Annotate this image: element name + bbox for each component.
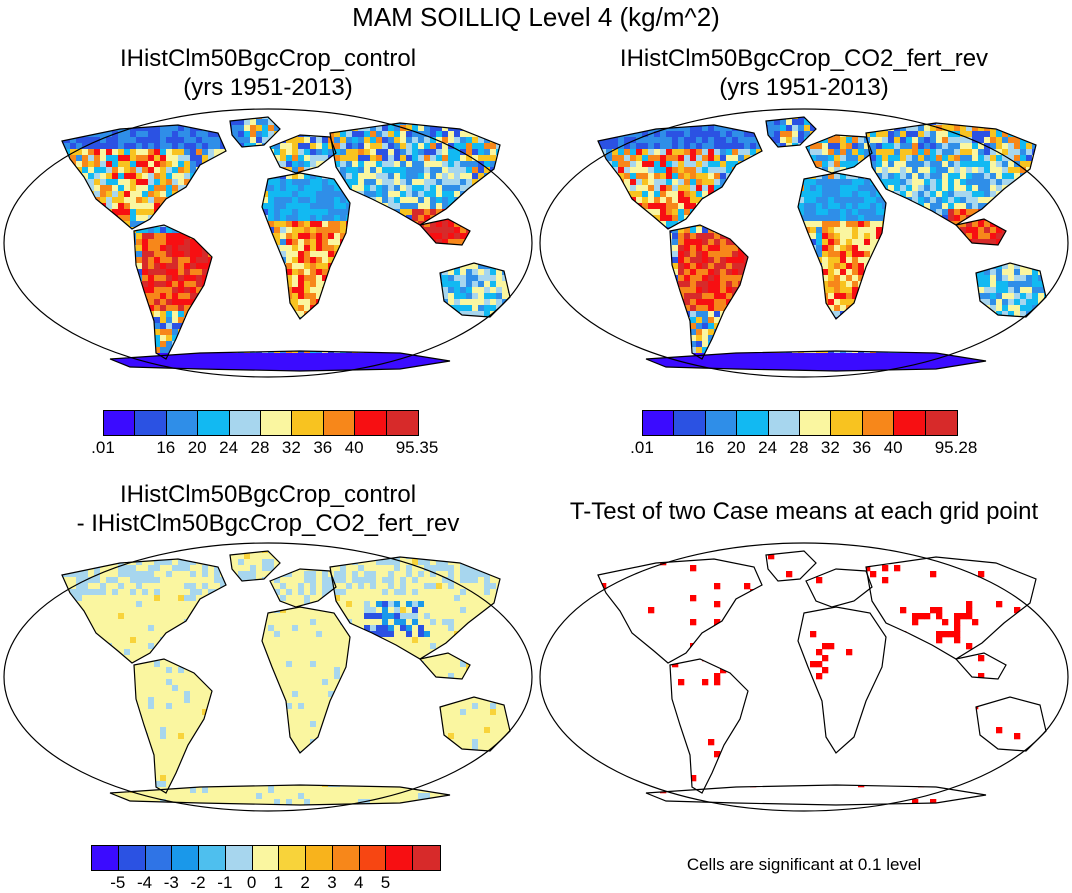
- colorbar-swatch: [226, 846, 253, 870]
- panel-2-title-line1: IHistClm50BgcCrop_CO2_fert_rev: [536, 44, 1072, 73]
- colorbar-swatch: [146, 846, 173, 870]
- panel-4-title: T-Test of two Case means at each grid po…: [536, 497, 1072, 526]
- colorbar-tick-label: 28: [251, 438, 270, 458]
- colorbar-swatch: [926, 411, 957, 435]
- colorbar-tick-label: 24: [758, 438, 777, 458]
- colorbar-swatch: [831, 411, 862, 435]
- colorbar-control: [103, 410, 419, 436]
- colorbar-swatch: [253, 846, 280, 870]
- colorbar-tick-label: 40: [884, 438, 903, 458]
- colorbar-swatch: [800, 411, 831, 435]
- colorbar-tick-label: 95.28: [935, 438, 978, 458]
- coastline-australia: [976, 697, 1046, 751]
- colorbar-swatch: [306, 846, 333, 870]
- colorbar-tick-label: .01: [91, 438, 115, 458]
- colorbar-co2-fert-rev: [642, 410, 958, 436]
- panel-1-title-line1: IHistClm50BgcCrop_control: [0, 44, 536, 73]
- colorbar-swatch: [279, 846, 306, 870]
- colorbar-tick-label: 32: [821, 438, 840, 458]
- colorbar-tick-label: 16: [156, 438, 175, 458]
- colorbar-tick-label: -5: [110, 873, 125, 893]
- colorbar-swatch: [92, 846, 119, 870]
- panel-4-title-line1: T-Test of two Case means at each grid po…: [536, 497, 1072, 526]
- colorbar-tick-label: 4: [354, 873, 363, 893]
- colorbar-tick-label: 1: [274, 873, 283, 893]
- colorbar-tick-label: 95.35: [396, 438, 439, 458]
- panel-3-title-line2: - IHistClm50BgcCrop_CO2_fert_rev: [0, 509, 536, 538]
- colorbar-swatch: [198, 411, 229, 435]
- colorbar-tick-label: -3: [164, 873, 179, 893]
- colorbar-swatch: [324, 411, 355, 435]
- colorbar-swatch: [333, 846, 360, 870]
- colorbar-tick-label: 40: [345, 438, 364, 458]
- colorbar-tick-label: 28: [790, 438, 809, 458]
- colorbar-tick-label: 24: [219, 438, 238, 458]
- colorbar-swatch: [355, 411, 386, 435]
- colorbar-tick-label: 0: [247, 873, 256, 893]
- coastline-asia: [866, 557, 1036, 659]
- colorbar-swatch: [706, 411, 737, 435]
- colorbar-swatch: [230, 411, 261, 435]
- colorbar-swatch: [360, 846, 387, 870]
- colorbar-swatch: [387, 411, 418, 435]
- significance-note: Cells are significant at 0.1 level: [536, 855, 1072, 875]
- colorbar-swatch: [292, 411, 323, 435]
- colorbar-tick-label: 20: [727, 438, 746, 458]
- colorbar-swatch: [643, 411, 674, 435]
- panel-3-title-line1: IHistClm50BgcCrop_control: [0, 480, 536, 509]
- colorbar-tick-label: -1: [217, 873, 232, 893]
- colorbar-swatch: [135, 411, 166, 435]
- colorbar-swatch: [737, 411, 768, 435]
- colorbar-tick-label: -4: [137, 873, 152, 893]
- colorbar-tick-label: 36: [852, 438, 871, 458]
- colorbar-swatch: [674, 411, 705, 435]
- colorbar-swatch: [261, 411, 292, 435]
- colorbar-swatch: [386, 846, 413, 870]
- coastline-europe: [806, 569, 872, 607]
- colorbar-tick-label: -2: [191, 873, 206, 893]
- colorbar-tick-label: .01: [630, 438, 654, 458]
- map-boundary: [540, 543, 1068, 811]
- map-ttest: [536, 541, 1072, 813]
- coastline-africa: [798, 607, 886, 753]
- colorbar-swatch: [167, 411, 198, 435]
- colorbar-swatch: [104, 411, 135, 435]
- colorbar-swatch: [894, 411, 925, 435]
- colorbar-tick-label: 36: [313, 438, 332, 458]
- map-control: [0, 107, 536, 379]
- colorbar-swatch: [199, 846, 226, 870]
- panel-3-title: IHistClm50BgcCrop_control - IHistClm50Bg…: [0, 480, 536, 538]
- colorbar-tick-label: 2: [300, 873, 309, 893]
- colorbar-tick-label: 3: [327, 873, 336, 893]
- colorbar-tick-label: 20: [188, 438, 207, 458]
- colorbar-swatch: [863, 411, 894, 435]
- panel-2-title: IHistClm50BgcCrop_CO2_fert_rev (yrs 1951…: [536, 44, 1072, 102]
- colorbar-swatch: [413, 846, 440, 870]
- coastline-namerica: [598, 559, 762, 663]
- colorbar-swatch: [172, 846, 199, 870]
- figure-title: MAM SOILLIQ Level 4 (kg/m^2): [0, 2, 1072, 33]
- map-difference: [0, 541, 536, 813]
- colorbar-tick-label: 32: [282, 438, 301, 458]
- panel-1-title: IHistClm50BgcCrop_control (yrs 1951-2013…: [0, 44, 536, 102]
- colorbar-swatch: [769, 411, 800, 435]
- panel-2-title-line2: (yrs 1951-2013): [536, 73, 1072, 102]
- colorbar-swatch: [119, 846, 146, 870]
- map-co2-fert-rev: [536, 107, 1072, 379]
- panel-1-title-line2: (yrs 1951-2013): [0, 73, 536, 102]
- colorbar-difference: [91, 845, 441, 871]
- colorbar-tick-label: 16: [695, 438, 714, 458]
- colorbar-tick-label: 5: [381, 873, 390, 893]
